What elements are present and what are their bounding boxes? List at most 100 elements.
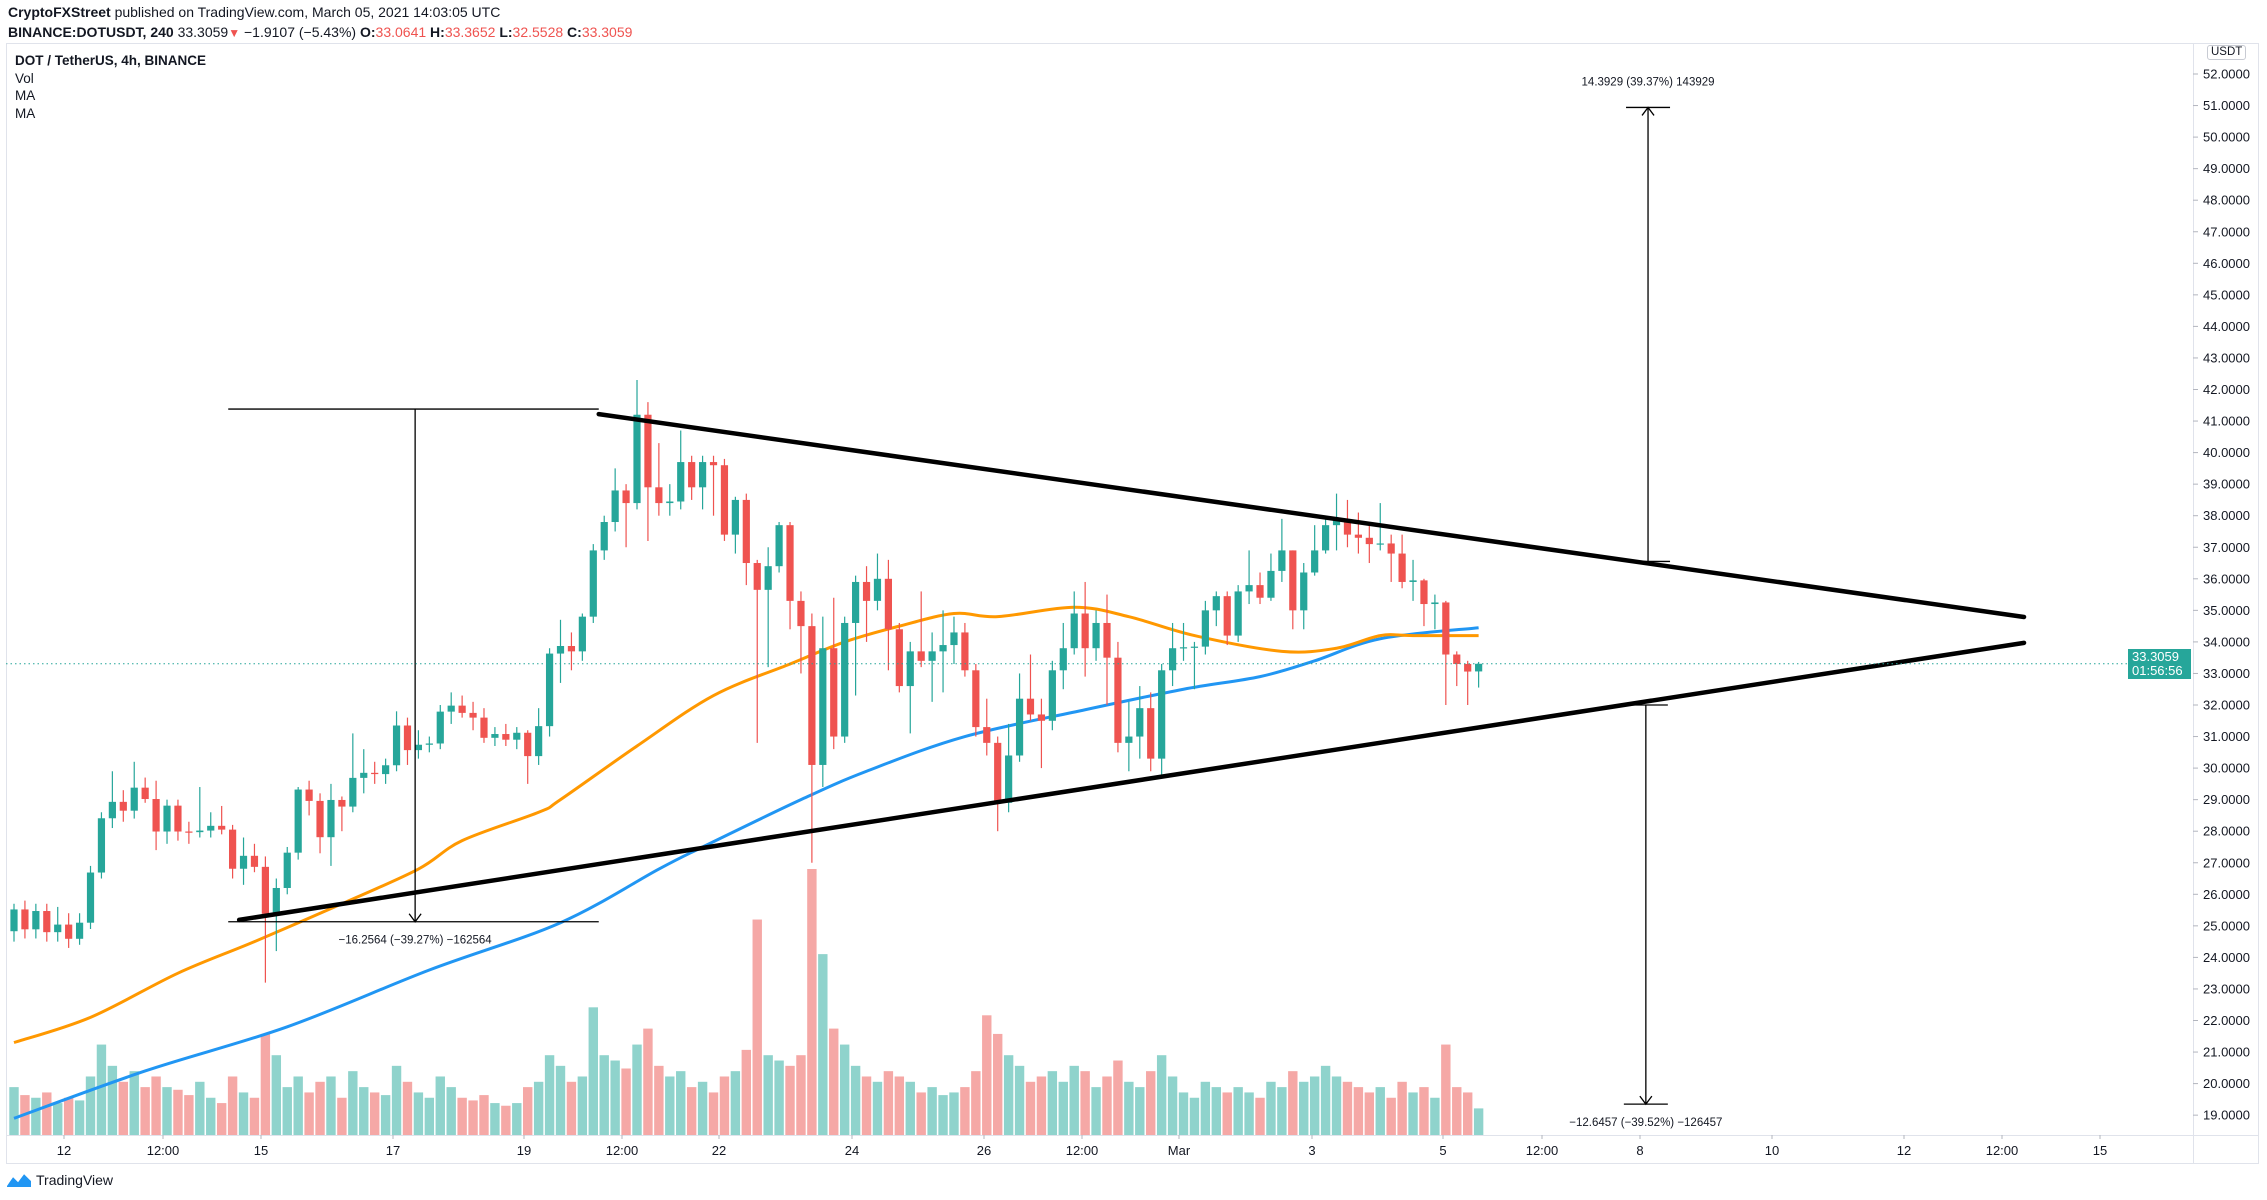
- volume-bar: [315, 1081, 325, 1135]
- candle-body: [611, 490, 619, 523]
- chart-frame: [6, 43, 2259, 1164]
- volume-bar: [1036, 1076, 1047, 1135]
- candle: [141, 777, 149, 803]
- time-tick-label: 22: [712, 1143, 726, 1158]
- volume-bar: [719, 1076, 730, 1135]
- price-axis[interactable]: 52.0000 51.0000 50.0000 49.0000 48.0000 47.00…: [2193, 67, 2250, 1123]
- volume-bar: [140, 1087, 150, 1135]
- price-tick-label: 48.0000: [2203, 193, 2250, 208]
- volume-bar: [599, 1055, 609, 1135]
- candle-body: [1332, 520, 1341, 526]
- volume-bar: [501, 1105, 511, 1135]
- volume-bar: [905, 1081, 915, 1135]
- volume-bar: [151, 1076, 161, 1135]
- open-label: O:: [359, 24, 376, 40]
- volume-bar: [960, 1087, 970, 1135]
- volume-bar: [369, 1092, 380, 1135]
- candle-body: [1114, 657, 1122, 743]
- candle: [797, 591, 805, 674]
- candle-body: [950, 632, 958, 646]
- candle: [1354, 512, 1362, 554]
- candle-body: [808, 626, 816, 765]
- candle: [174, 799, 182, 841]
- candle-body: [1300, 572, 1308, 611]
- candle: [130, 761, 138, 819]
- candle: [305, 780, 313, 816]
- candle-body: [983, 727, 991, 743]
- candle-body: [1475, 663, 1483, 672]
- candle-body: [130, 787, 138, 811]
- volume-bar: [1288, 1071, 1298, 1135]
- candle: [633, 380, 641, 510]
- legend-ma-1[interactable]: MA: [15, 88, 36, 103]
- candle: [873, 553, 882, 611]
- candle-body: [841, 622, 849, 737]
- candle: [1190, 641, 1199, 690]
- candle-body: [688, 462, 696, 488]
- candle: [360, 749, 368, 794]
- candle-body: [1147, 708, 1155, 759]
- currency-badge[interactable]: USDT: [2207, 45, 2247, 60]
- candle-body: [425, 743, 433, 745]
- candle-body: [830, 648, 838, 737]
- volume-bar: [1331, 1076, 1342, 1135]
- volume-bar: [763, 1055, 773, 1135]
- candle-body: [316, 800, 324, 838]
- candle-body: [731, 499, 739, 535]
- volume-bar: [1156, 1055, 1167, 1135]
- candle-body: [174, 805, 182, 832]
- candle: [1103, 594, 1111, 705]
- time-axis[interactable]: 12 12:00 15 17 19 12:00 22 24 26 12:00 Mar 3 5 12:00 8…: [57, 1135, 2107, 1158]
- candle: [709, 455, 718, 516]
- volume-bar: [107, 1065, 118, 1135]
- volume-bar: [807, 869, 817, 1135]
- volume-bar: [949, 1092, 959, 1135]
- candle-body: [360, 772, 368, 778]
- candle: [578, 613, 586, 661]
- volume-bar: [1419, 1087, 1429, 1135]
- candle-body: [1026, 698, 1035, 715]
- candle: [808, 613, 816, 863]
- time-tick-label: 12:00: [1526, 1143, 1559, 1158]
- candle-body: [535, 726, 543, 757]
- candle-body: [108, 801, 116, 819]
- candle-body: [764, 566, 772, 590]
- trendline: [236, 640, 2027, 923]
- legend-ma-2[interactable]: MA: [15, 105, 36, 121]
- volume-bar: [391, 1065, 402, 1135]
- price-tick-label: 40.0000: [2203, 445, 2250, 460]
- volume-bars: [9, 869, 1484, 1135]
- volume-bar: [293, 1076, 303, 1135]
- tradingview-brand[interactable]: TradingView: [6, 1172, 113, 1188]
- candle: [1442, 600, 1450, 705]
- volume-bar: [894, 1076, 905, 1135]
- candle: [666, 484, 674, 516]
- candle-body: [1387, 543, 1395, 554]
- drawings[interactable]: −16.2564 (−39.27%) −162564 14.3929 (39.37…: [228, 76, 2027, 1129]
- candle-body: [895, 629, 903, 687]
- volume-bar: [31, 1097, 41, 1135]
- price-range-measure: 14.3929 (39.37%) 143929: [1582, 76, 1715, 563]
- volume-bar: [490, 1103, 500, 1135]
- price-change: −1.9107 (−5.43%): [243, 24, 357, 40]
- candle: [152, 780, 160, 851]
- legend-volume[interactable]: Vol: [15, 70, 34, 86]
- time-tick-label: 26: [977, 1143, 991, 1158]
- volume-bar: [9, 1087, 19, 1135]
- author-name[interactable]: CryptoFXStreet: [8, 4, 111, 20]
- candle-body: [119, 801, 127, 811]
- time-tick-label: 12:00: [147, 1143, 180, 1158]
- volume-bar: [53, 1103, 63, 1135]
- candle-body: [43, 911, 51, 933]
- volume-bar: [348, 1071, 358, 1135]
- candle: [1070, 591, 1078, 655]
- candle-body: [1343, 520, 1352, 535]
- volume-bar: [1255, 1097, 1265, 1135]
- candle: [1398, 534, 1406, 589]
- candle: [742, 493, 750, 586]
- time-tick-label: 15: [254, 1143, 268, 1158]
- time-tick-label: Mar: [1168, 1143, 1191, 1158]
- candle-body: [392, 725, 401, 766]
- candle-body: [578, 616, 586, 652]
